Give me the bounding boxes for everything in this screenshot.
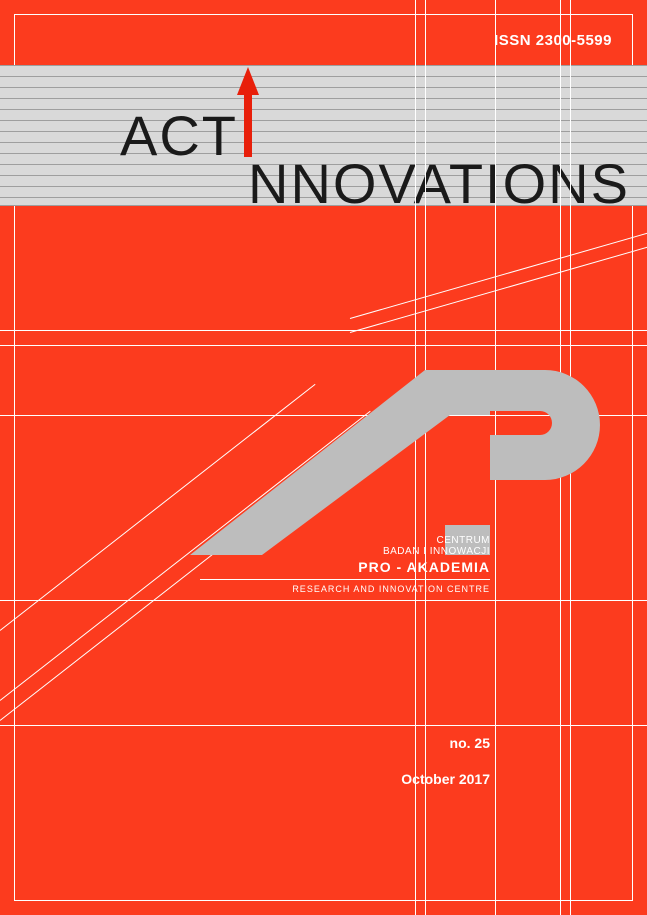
arrow-icon [238, 75, 258, 155]
grid-hline [0, 345, 647, 346]
issue-info: no. 25 October 2017 [0, 735, 490, 787]
issue-number: no. 25 [0, 735, 490, 751]
grid-hline [0, 330, 647, 331]
title-part2: NNOVATIONS [248, 151, 630, 216]
org-centrum: CENTRUM [240, 535, 490, 546]
grid-diagonal [350, 224, 647, 319]
journal-title: ACT NNOVATIONS [120, 75, 640, 168]
organization-block: CENTRUM BADAN I INNOWACJI PRO - AKADEMIA… [240, 535, 490, 594]
grid-diagonal [350, 238, 647, 333]
org-subtitle: RESEARCH AND INNOVATION CENTRE [240, 584, 490, 594]
title-part1: ACT [120, 103, 238, 168]
org-divider [200, 579, 490, 580]
org-badan: BADAN I INNOWACJI [240, 546, 490, 557]
issue-date: October 2017 [0, 771, 490, 787]
journal-cover: ISSN 2300-5599 ACT NNOVATIONS [0, 0, 647, 915]
grid-hline [0, 725, 647, 726]
grid-hline [0, 600, 647, 601]
org-name: PRO - AKADEMIA [240, 559, 490, 575]
issn-label: ISSN 2300-5599 [494, 32, 612, 49]
